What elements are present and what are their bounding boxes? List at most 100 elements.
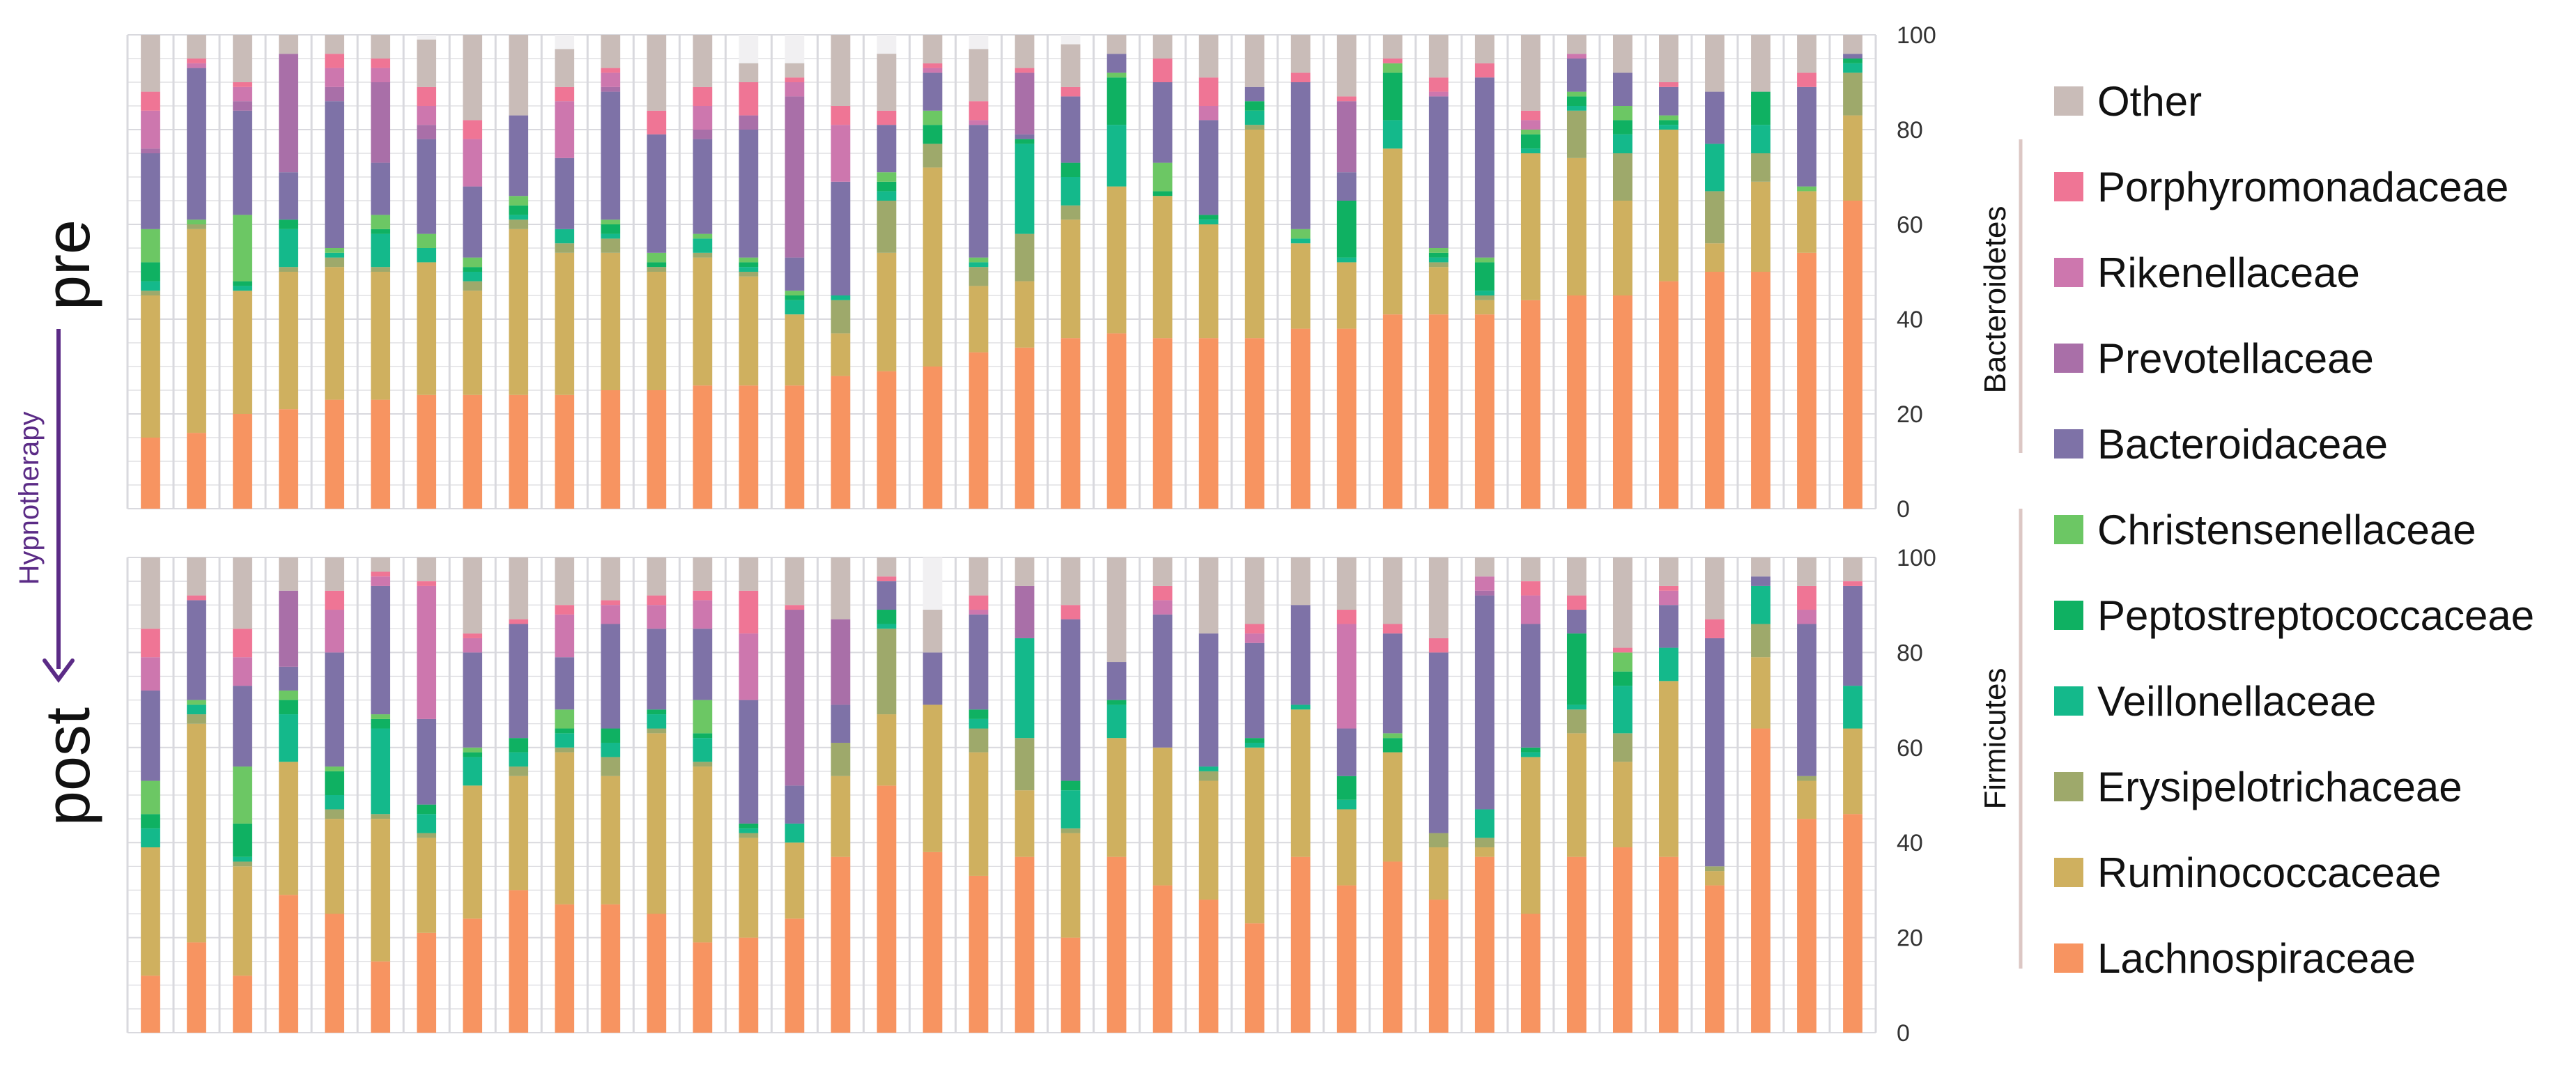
bar-segment-bacteroidaceae (1705, 91, 1725, 144)
pre-bar-6 (371, 35, 391, 509)
bar-segment-bacteroidaceae (831, 181, 851, 295)
bar-segment-peptostreptococcaceae (233, 823, 252, 857)
bar-segment-lachnospiraceae (1428, 900, 1449, 1033)
bar-segment-veillonellaceae (601, 742, 621, 757)
bar-segment-porphyromonadaceae (1428, 638, 1449, 653)
bar-segment-porphyromonadaceae (1336, 96, 1357, 102)
bar-segment-ruminococcaceae (1198, 780, 1219, 900)
bar-segment-ruminococcaceae (877, 252, 897, 371)
bar-segment-peptostreptococcaceae (739, 262, 759, 268)
bar-segment-rikenellaceae (417, 585, 437, 719)
bar-segment-lachnospiraceae (877, 785, 897, 1033)
bar-segment-porphyromonadaceae (877, 110, 897, 125)
panel-label-post: post (33, 707, 103, 826)
bar-segment-veillonellaceae (1612, 686, 1633, 734)
bar-segment-rikenellaceae (233, 657, 252, 686)
bar-segment-lachnospiraceae (1474, 856, 1495, 1033)
bar-segment-lachnospiraceae (325, 914, 344, 1033)
pre-bar-15 (785, 35, 805, 509)
y-tick-label: 80 (1897, 117, 1923, 144)
bar-segment-peptostreptococcaceae (279, 700, 298, 715)
bar-segment-veillonellaceae (693, 738, 713, 762)
bar-segment-veillonellaceae (1290, 238, 1311, 244)
y-tick-label: 40 (1897, 307, 1923, 333)
bar-segment-ruminococcaceae (417, 838, 437, 933)
bar-segment-lachnospiraceae (1612, 295, 1633, 509)
bar-segment-erysipelotrichaceae (1566, 110, 1587, 158)
bar-segment-porphyromonadaceae (555, 86, 575, 102)
post-bar-25 (1244, 557, 1265, 1033)
bar-segment-erysipelotrichaceae (923, 144, 943, 168)
bar-segment-bacteroidaceae (877, 581, 897, 610)
bar-segment-peptostreptococcaceae (1336, 776, 1357, 800)
bar-segment-other (1612, 35, 1633, 73)
bar-segment-peptostreptococcaceae (785, 295, 805, 300)
bar-segment-rikenellaceae (233, 86, 252, 102)
bar-segment-christensenellaceae (1290, 229, 1311, 239)
legend-item-other: Other (2054, 78, 2202, 125)
bar-segment-prevotellaceae (1474, 590, 1495, 596)
bar-segment-veillonellaceae (233, 856, 252, 862)
bar-segment-bacteroidaceae (1061, 96, 1081, 163)
bar-segment-prevotellaceae (141, 148, 160, 153)
bar-segment-ruminococcaceae (1061, 219, 1081, 339)
bar-segment-porphyromonadaceae (371, 59, 391, 68)
y-tick-label: 60 (1897, 212, 1923, 238)
post-bar-27 (1336, 557, 1357, 1033)
bar-segment-peptostreptococcaceae (141, 814, 160, 829)
bar-segment-erysipelotrichaceae (1843, 72, 1862, 116)
pre-bar-4 (279, 35, 298, 509)
bar-segment-veillonellaceae (1290, 704, 1311, 710)
bar-segment-other (601, 557, 621, 601)
bar-segment-veillonellaceae (555, 733, 575, 748)
bar-segment-ruminococcaceae (785, 842, 805, 919)
bar-segment-porphyromonadaceae (233, 629, 252, 658)
bar-segment-rikenellaceae (325, 68, 344, 87)
bar-segment-bacteroidaceae (1474, 77, 1495, 258)
bar-segment-bacteroidaceae (739, 130, 759, 258)
arrow-label: Hypnotherapy (14, 411, 45, 585)
bar-segment-other (463, 35, 483, 121)
legend-label: Porphyromonadaceae (2097, 164, 2508, 210)
legend-label: Other (2097, 78, 2202, 125)
bar-segment-lachnospiraceae (187, 942, 206, 1033)
bar-segment-porphyromonadaceae (555, 605, 575, 615)
bar-segment-prevotellaceae (693, 130, 713, 139)
legend-swatch (2054, 943, 2083, 973)
legend-swatch (2054, 86, 2083, 116)
bar-segment-prevotellaceae (739, 115, 759, 130)
bar-segment-other (1751, 557, 1771, 577)
firmicutes-group: Firmicutes (1978, 509, 2023, 969)
bar-segment-ruminococcaceae (463, 785, 483, 919)
bar-segment-bacteroidaceae (325, 101, 344, 248)
bar-segment-erysipelotrichaceae (739, 833, 759, 838)
bar-segment-peptostreptococcaceae (1106, 77, 1127, 125)
bar-segment-peptostreptococcaceae (371, 229, 391, 234)
bar-segment-veillonellaceae (279, 229, 298, 268)
bar-segment-bacteroidaceae (1106, 54, 1127, 73)
bar-segment-veillonellaceae (1843, 63, 1862, 73)
bar-segment-porphyromonadaceae (509, 619, 529, 624)
bar-segment-lachnospiraceae (463, 918, 483, 1033)
bar-segment-peptostreptococcaceae (1106, 700, 1127, 705)
bacteroidetes-label: Bacteroidetes (1978, 206, 2012, 393)
pre-bar-19 (969, 35, 989, 509)
bar-segment-veillonellaceae (1520, 752, 1541, 757)
bar-segment-lachnospiraceae (831, 376, 851, 509)
bar-segment-bacteroidaceae (601, 624, 621, 729)
bar-segment-ruminococcaceae (1705, 871, 1725, 886)
bar-segment-other (1290, 557, 1311, 606)
bar-segment-other (1566, 35, 1587, 54)
bar-segment-prevotellaceae (1336, 101, 1357, 173)
bar-segment-erysipelotrichaceae (969, 728, 989, 753)
bar-segment-bacteroidaceae (1566, 610, 1587, 634)
bar-segment-ruminococcaceae (1152, 196, 1173, 339)
bar-segment-lachnospiraceae (601, 904, 621, 1033)
y-tick-label: 20 (1897, 925, 1923, 952)
bar-segment-lachnospiraceae (325, 399, 344, 509)
bar-segment-other (1612, 557, 1633, 648)
pre-bar-22 (1106, 35, 1127, 509)
post-bar-2 (187, 557, 206, 1033)
bar-segment-other (509, 35, 529, 116)
bar-segment-bacteroidaceae (187, 600, 206, 700)
